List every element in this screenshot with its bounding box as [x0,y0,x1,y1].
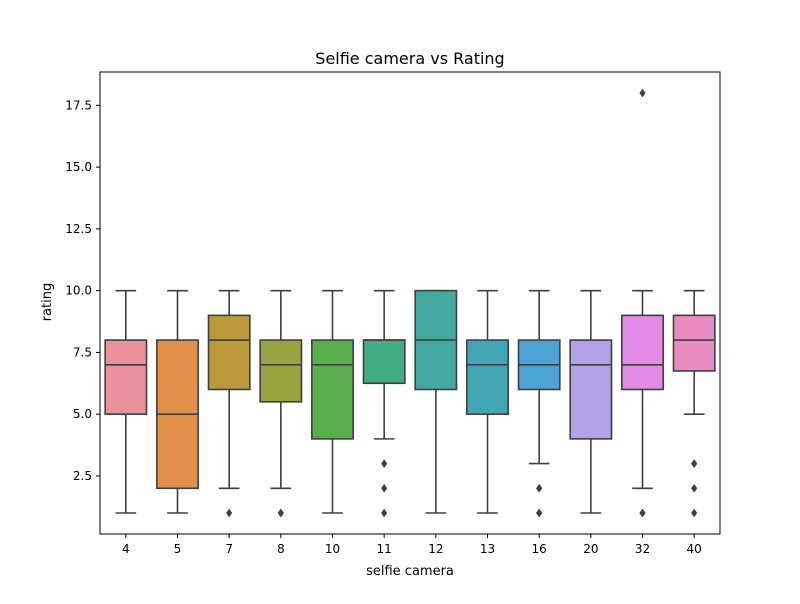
outlier-point [381,508,388,518]
box-group-13 [466,289,509,514]
box-iqr [311,339,354,440]
box-iqr [207,314,251,391]
outlier-point [277,508,284,518]
box-group-5 [156,289,199,514]
y-tick-label: 2.5 [73,469,92,483]
box-iqr [104,339,148,415]
x-tick-label: 16 [532,542,547,556]
outlier-point [536,508,543,518]
box-iqr [466,339,509,415]
axes-frame [99,71,721,535]
y-tick-label: 10.0 [65,284,92,298]
y-tick-label: 7.5 [73,345,92,359]
y-tick-label: 5.0 [73,407,92,421]
x-tick-label: 4 [122,542,130,556]
outlier-point [691,459,698,469]
x-tick-label: 11 [377,542,392,556]
y-axis-label: rating [40,283,55,322]
box-group-11 [362,289,406,518]
x-tick-label: 5 [174,542,182,556]
plot-area: 2.5 5.0 7.5 10.0 12.5 15.0 17.5 4 5 7 8 10 11 12 13 16 2… [65,88,716,556]
x-tick-label: 13 [480,542,495,556]
y-tick-label: 12.5 [65,222,92,236]
outlier-point [381,459,388,469]
box-iqr [259,339,303,403]
outlier-point [226,508,233,518]
outlier-point [691,483,698,493]
x-tick-label: 10 [325,542,340,556]
box-group-20 [569,289,613,514]
y-tick-label: 15.0 [65,160,92,174]
box-group-16 [517,289,561,518]
box-iqr [362,339,406,385]
box-iqr [672,314,716,372]
chart-title: Selfie camera vs Rating [315,49,504,68]
box-group-10 [311,289,354,514]
box-group-12 [414,289,458,514]
x-tick-label: 7 [225,542,233,556]
box-iqr [621,314,664,391]
x-axis-label: selfie camera [366,564,454,579]
box-iqr [569,339,613,440]
y-tick-label: 17.5 [65,98,92,112]
outlier-point [536,483,543,493]
x-tick-label: 40 [687,542,702,556]
outlier-point [381,483,388,493]
outlier-point [639,508,646,518]
x-tick-label: 32 [635,542,650,556]
box-group-4 [104,289,148,514]
box-group-32 [621,88,664,518]
box-group-8 [259,289,303,518]
x-tick-label: 8 [277,542,285,556]
outlier-point [691,508,698,518]
box-group-40 [672,289,716,518]
box-group-7 [207,289,251,518]
outlier-point [639,88,646,98]
x-tick-label: 12 [428,542,443,556]
x-tick-label: 20 [583,542,598,556]
